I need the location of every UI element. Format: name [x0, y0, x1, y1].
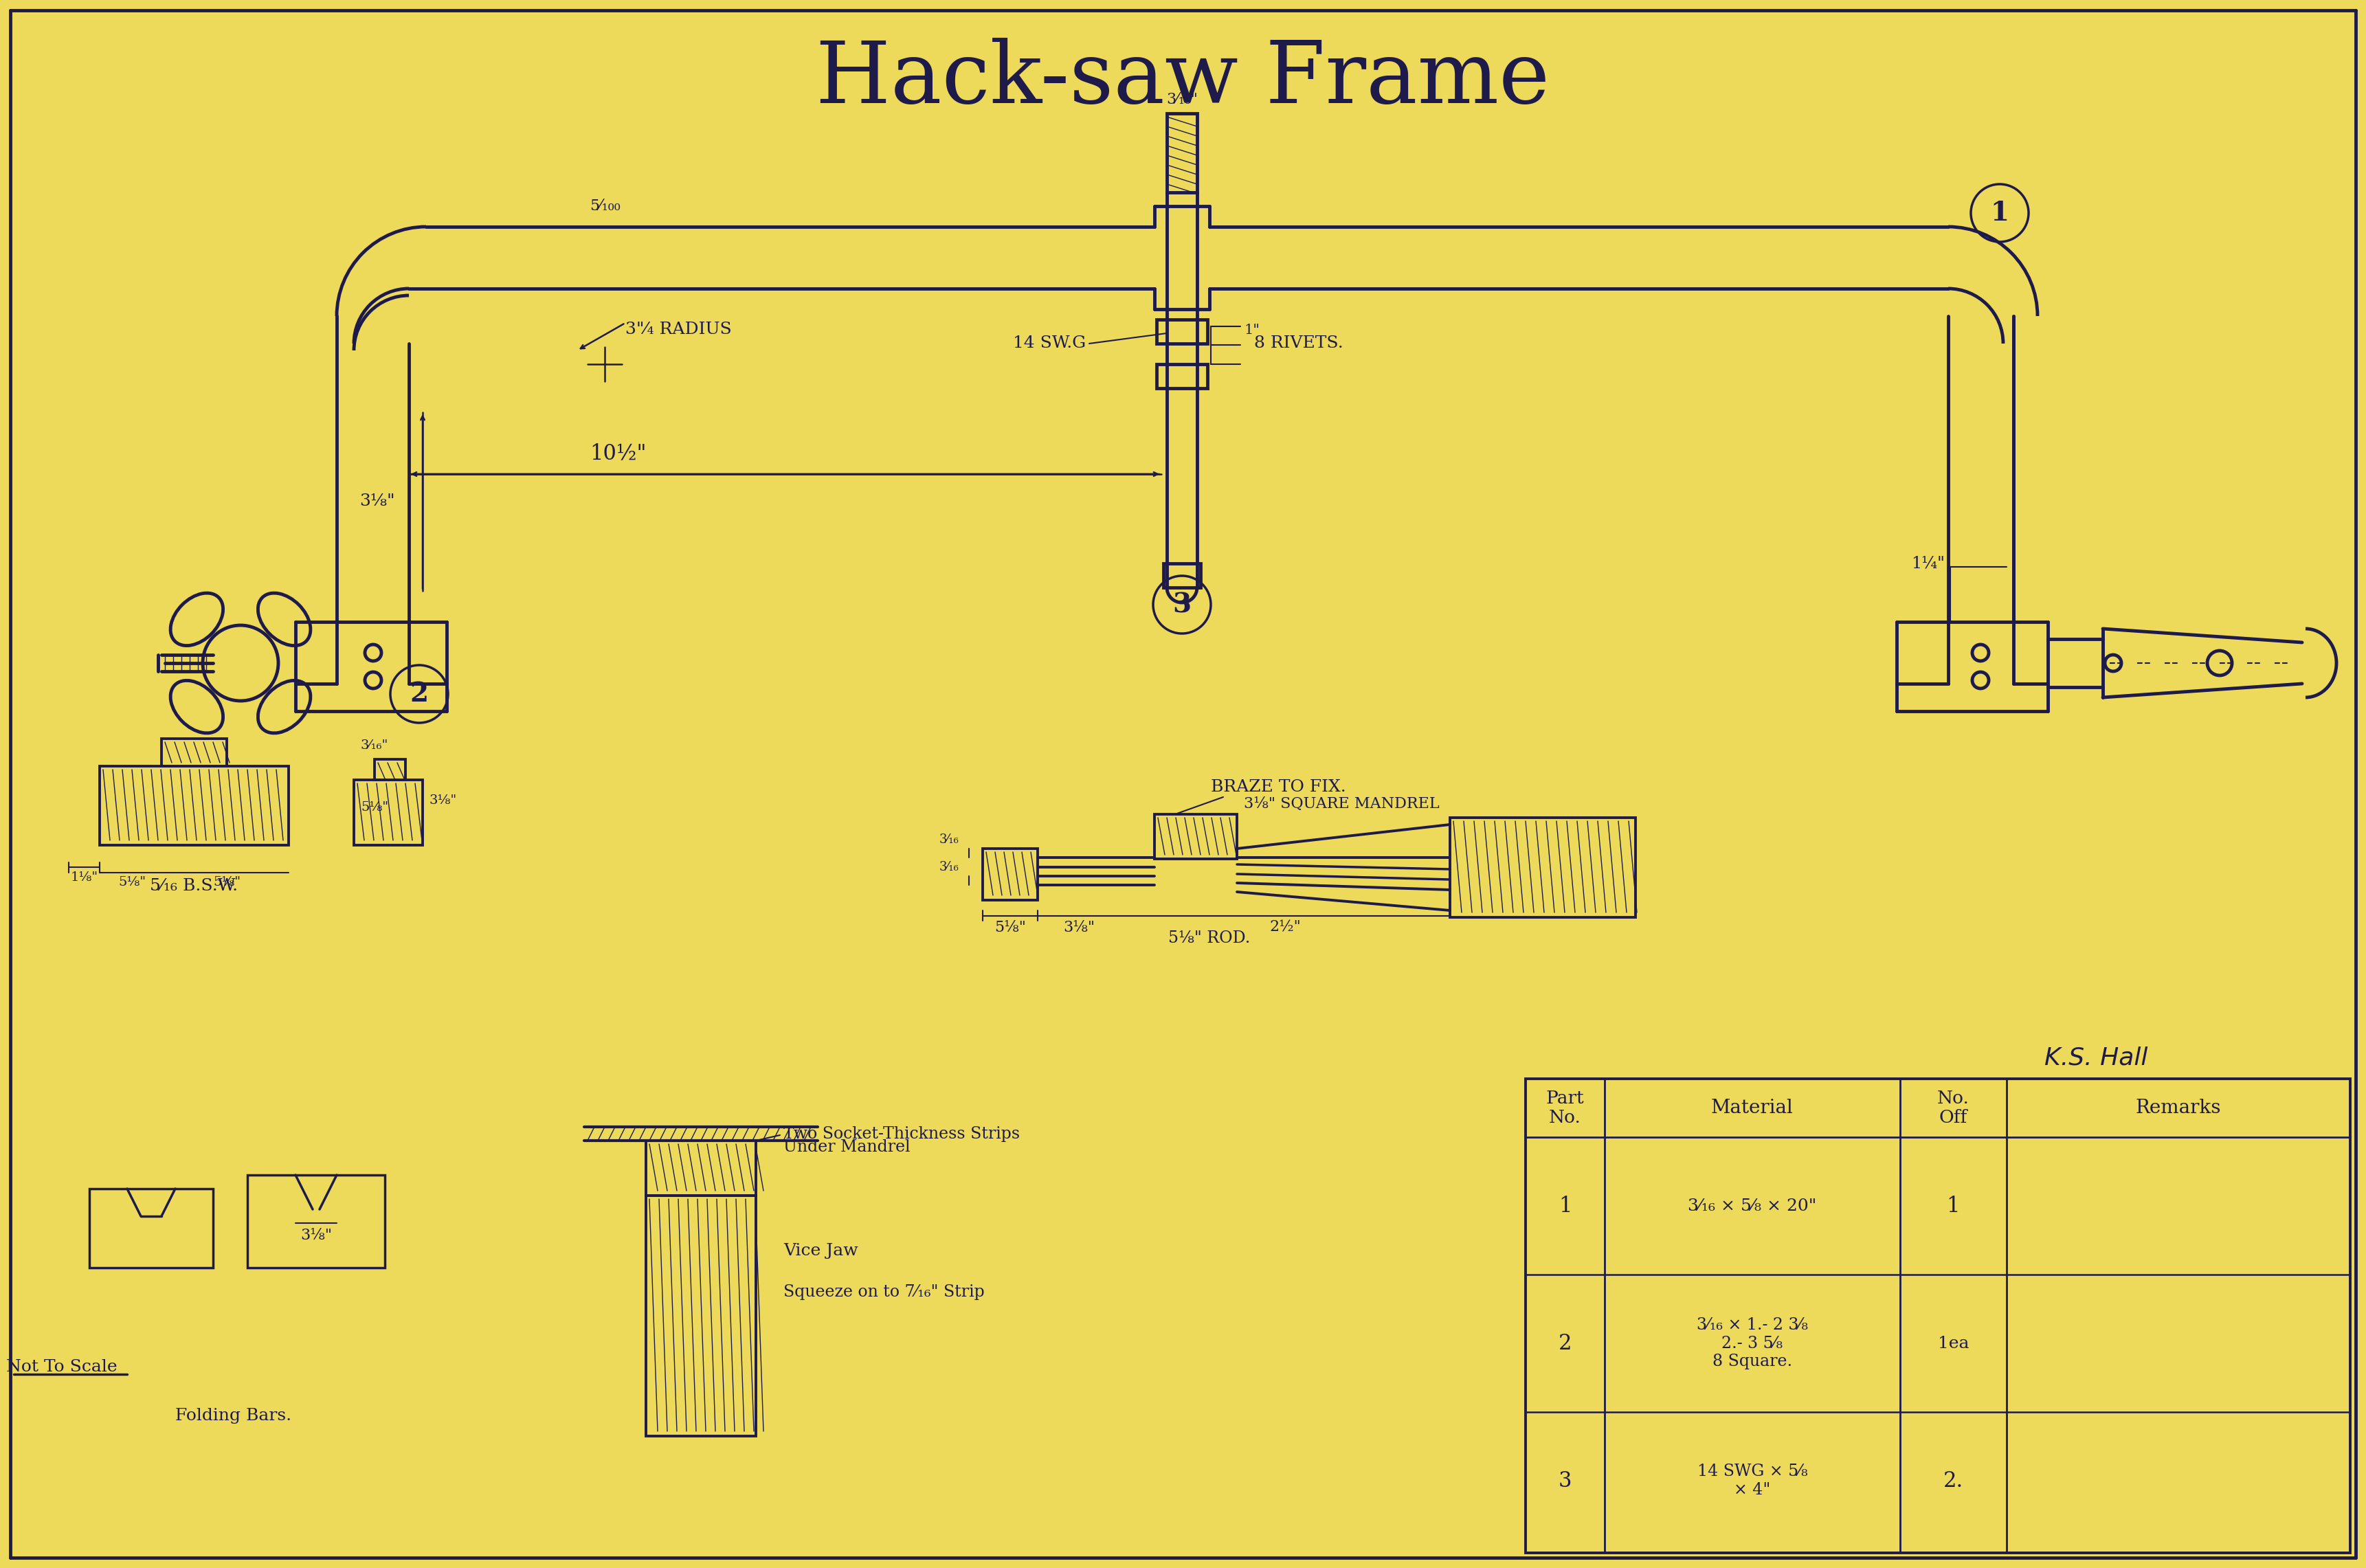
Text: 3⅛": 3⅛" [1062, 920, 1095, 935]
Bar [248, 1174, 386, 1269]
Bar [646, 1195, 755, 1436]
Text: 2½": 2½" [1268, 920, 1301, 935]
Text: Folding Bars.: Folding Bars. [175, 1408, 291, 1424]
Text: 3"⁄₄ RADIUS: 3"⁄₄ RADIUS [625, 321, 731, 337]
Text: 1": 1" [1245, 323, 1259, 337]
Text: 2: 2 [409, 681, 428, 707]
Bar [1450, 817, 1635, 917]
Text: Not To Scale: Not To Scale [7, 1359, 118, 1375]
Text: No.
Off: No. Off [1938, 1090, 1969, 1126]
Text: Vice Jaw: Vice Jaw [783, 1243, 859, 1259]
Text: 3⅛": 3⅛" [300, 1228, 331, 1243]
Text: 3⁄₁₆": 3⁄₁₆" [360, 740, 388, 751]
Text: 5⅛": 5⅛" [118, 877, 147, 889]
Bar [646, 1140, 755, 1195]
Text: 1¼": 1¼" [1912, 555, 1945, 571]
Text: K.S. Hall: K.S. Hall [2044, 1046, 2148, 1069]
Text: 3⁄₁₆ × 1.- 2 3⁄₈
2.- 3 5⁄₈
8 Square.: 3⁄₁₆ × 1.- 2 3⁄₈ 2.- 3 5⁄₈ 8 Square. [1696, 1317, 1808, 1369]
Bar [90, 1189, 213, 1269]
Text: 5⁄₁₆ B.S.W.: 5⁄₁₆ B.S.W. [149, 878, 239, 894]
Text: 14 SWG × 5⁄₈
× 4": 14 SWG × 5⁄₈ × 4" [1696, 1463, 1808, 1497]
Text: 3⁄₁₆: 3⁄₁₆ [939, 861, 958, 873]
Text: 3⁄₁₆ × 5⁄₈ × 20": 3⁄₁₆ × 5⁄₈ × 20" [1687, 1198, 1817, 1214]
Bar [1155, 814, 1237, 859]
Text: 1⅛": 1⅛" [71, 872, 99, 884]
Text: Two Socket-Thickness Strips: Two Socket-Thickness Strips [783, 1126, 1020, 1142]
Text: 1: 1 [1990, 201, 2009, 226]
Text: 5⁄₁₀₀: 5⁄₁₀₀ [589, 199, 620, 213]
Text: 5⅛": 5⅛" [994, 920, 1027, 935]
Text: 2.: 2. [1942, 1471, 1964, 1491]
Text: Remarks: Remarks [2136, 1099, 2222, 1118]
Text: BRAZE TO FIX.: BRAZE TO FIX. [1211, 779, 1346, 795]
Text: Part
No.: Part No. [1545, 1090, 1585, 1126]
Text: 1ea: 1ea [1938, 1336, 1969, 1352]
Bar [1157, 364, 1207, 389]
Bar [1166, 113, 1197, 193]
Bar [1157, 320, 1207, 343]
Bar [355, 779, 424, 845]
Bar [99, 767, 289, 845]
Text: Squeeze on to 7⁄₁₆" Strip: Squeeze on to 7⁄₁₆" Strip [783, 1284, 984, 1300]
Text: 3⅛" SQUARE MANDREL: 3⅛" SQUARE MANDREL [1245, 797, 1439, 812]
Text: Under Mandrel: Under Mandrel [783, 1140, 911, 1156]
Text: Material: Material [1711, 1099, 1793, 1118]
Bar [161, 739, 227, 767]
Text: 5⅛": 5⅛" [213, 877, 241, 889]
Text: 3⅛": 3⅛" [360, 494, 395, 510]
Bar [1164, 563, 1200, 588]
Bar [982, 848, 1039, 900]
Text: 14 SW.G: 14 SW.G [1013, 336, 1086, 351]
Text: 1: 1 [1559, 1195, 1571, 1217]
Text: 5⅛" ROD.: 5⅛" ROD. [1169, 930, 1252, 946]
Text: 2: 2 [1559, 1333, 1571, 1353]
Text: 10½": 10½" [589, 442, 646, 464]
Text: 5⅛": 5⅛" [360, 801, 388, 814]
Text: 3: 3 [1174, 591, 1192, 618]
Bar [374, 759, 405, 779]
Text: 3⁄₁₆": 3⁄₁₆" [1166, 93, 1197, 107]
Text: 3⁄₁₆: 3⁄₁₆ [939, 834, 958, 845]
Text: 3⅛": 3⅛" [431, 795, 457, 806]
Text: 8 RIVETS.: 8 RIVETS. [1254, 336, 1344, 351]
Text: 1: 1 [1947, 1195, 1959, 1217]
Text: Hack-saw Frame: Hack-saw Frame [816, 38, 1550, 121]
Text: 3: 3 [1559, 1471, 1571, 1491]
Bar [1526, 1079, 2349, 1552]
